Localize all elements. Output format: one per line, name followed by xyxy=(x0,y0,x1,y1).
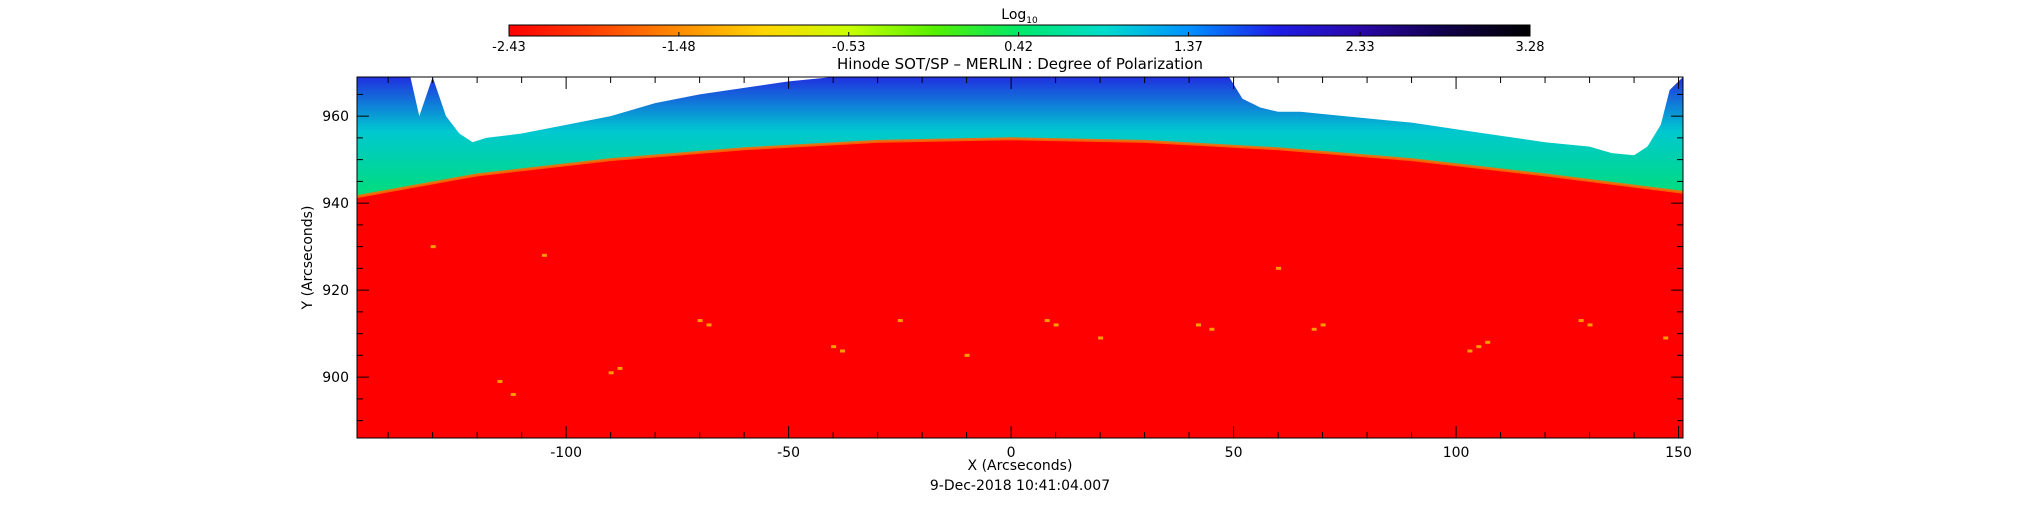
colorbar-tick-label: 1.37 xyxy=(1174,40,1203,55)
colorbar-tick-label: 2.33 xyxy=(1346,40,1375,55)
no-data-region xyxy=(357,77,1683,156)
active-region-patch xyxy=(1578,319,1584,323)
x-tick-label: 0 xyxy=(1007,445,1016,461)
y-tick-label: 940 xyxy=(322,196,349,212)
active-region-patch xyxy=(1311,327,1317,331)
active-region-patch xyxy=(1485,340,1491,344)
y-tick-label: 920 xyxy=(322,283,349,299)
colorbar: Log10 -2.43 -1.48 -0.53 0.42 1.37 2.33 3.28 xyxy=(492,7,1544,55)
active-region-patch xyxy=(430,245,436,249)
active-region-patch xyxy=(1320,323,1326,327)
x-tick-label: 100 xyxy=(1443,445,1470,461)
x-axis-label: X (Arcseconds) xyxy=(968,458,1073,474)
active-region-patch xyxy=(831,345,837,349)
active-region-patch xyxy=(1044,319,1050,323)
colorbar-tick-label: 3.28 xyxy=(1516,40,1545,55)
active-region-patch xyxy=(541,253,547,257)
colorbar-tick-label: -1.48 xyxy=(662,40,696,55)
colorbar-tick-label: -2.43 xyxy=(492,40,526,55)
active-region-patch xyxy=(1663,336,1669,340)
colorbar-tick-label: -0.53 xyxy=(832,40,866,55)
active-region-patch xyxy=(1476,345,1482,349)
active-region-patch xyxy=(1098,336,1104,340)
active-region-patch xyxy=(617,366,623,370)
active-region-patch xyxy=(964,353,970,357)
x-tick-label: -50 xyxy=(777,445,800,461)
colorbar-gradient xyxy=(508,24,1531,37)
x-tick-label: -100 xyxy=(550,445,582,461)
active-region-patch xyxy=(1053,323,1059,327)
y-axis-label: Y (Arcseconds) xyxy=(300,206,316,311)
y-tick-label: 900 xyxy=(322,370,349,386)
y-tick-label: 960 xyxy=(322,109,349,125)
colorbar-tick-label: 0.42 xyxy=(1004,40,1033,55)
solar-disk-region xyxy=(357,138,1683,438)
active-region-patch xyxy=(706,323,712,327)
active-region-patch xyxy=(1195,323,1201,327)
x-tick-label: 50 xyxy=(1225,445,1243,461)
active-region-patch xyxy=(497,379,503,383)
date-label: 9-Dec-2018 10:41:04.007 xyxy=(930,478,1110,494)
active-region-patch xyxy=(1467,349,1473,353)
plot-area: -100 -50 0 50 100 150 900 920 940 960 xyxy=(322,76,1692,461)
active-region-patch xyxy=(1587,323,1593,327)
colorbar-label: Log10 xyxy=(1001,7,1038,26)
chart-title: Hinode SOT/SP – MERLIN : Degree of Polar… xyxy=(837,55,1203,73)
plot-frame xyxy=(356,76,1684,439)
active-region-patch xyxy=(1276,266,1282,270)
x-tick-label: 150 xyxy=(1665,445,1692,461)
active-region-patch xyxy=(510,393,516,397)
limb-band xyxy=(357,137,1683,199)
active-region-patch xyxy=(608,371,614,375)
active-region-patch xyxy=(840,349,846,353)
active-region-patch xyxy=(897,319,903,323)
active-region-patch xyxy=(1209,327,1215,331)
colorbar-label-subscript: 10 xyxy=(1026,16,1038,26)
active-region-patch xyxy=(697,319,703,323)
